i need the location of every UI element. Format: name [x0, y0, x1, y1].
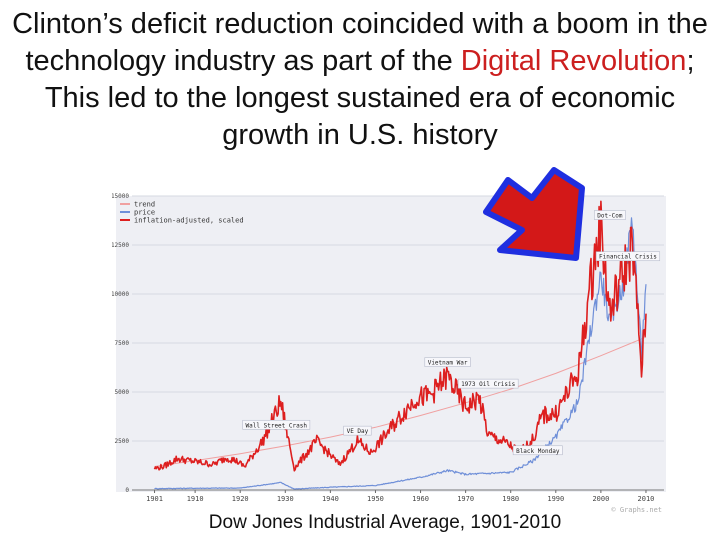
annotation-box — [512, 445, 563, 456]
x-tick-label: 1910 — [187, 495, 204, 503]
dow-jones-chart: 0 2500 5000 7500 10000 12500 15000 1901 1910 1920… — [111, 186, 668, 518]
chart-caption: Dow Jones Industrial Average, 1901-2010 — [208, 512, 562, 533]
annotation-label: Black Monday — [516, 448, 560, 455]
chart-svg: 0 2500 5000 7500 10000 12500 15000 1901 1910 1920… — [111, 186, 668, 518]
x-tick-label: 2010 — [638, 495, 655, 503]
annotation-box — [593, 210, 626, 220]
x-tick-label: 1920 — [232, 495, 249, 503]
annotation-label: 1973 Oil Crisis — [461, 381, 516, 388]
annotation-label: VE Day — [347, 428, 369, 435]
y-tick-label: 5000 — [115, 389, 130, 396]
x-tick-label: 1960 — [412, 495, 429, 503]
price-series-line — [154, 217, 647, 490]
inflation-adjusted-series-line — [153, 200, 647, 472]
annotation-box — [595, 251, 661, 262]
y-tick-label: 15000 — [112, 193, 129, 200]
x-tick-label: 2000 — [592, 495, 609, 503]
x-tick-label: 1980 — [502, 495, 519, 503]
x-tick-label: 1990 — [547, 495, 564, 503]
annotation-box — [424, 357, 471, 367]
y-tick-label: 7500 — [115, 340, 130, 347]
y-tick-label: 0 — [125, 487, 129, 494]
annotation-label: Wall Street Crash — [246, 422, 308, 429]
x-tick-label: 1950 — [367, 495, 384, 503]
legend-label: inflation-adjusted, scaled — [134, 217, 244, 225]
y-tick-label: 12500 — [112, 242, 129, 249]
annotation-box — [343, 425, 372, 436]
trend-series-line — [154, 336, 647, 467]
y-tick-label: 10000 — [112, 291, 129, 298]
x-tick-label: 1940 — [322, 495, 339, 503]
annotation-box — [242, 419, 311, 430]
legend-label: trend — [134, 201, 155, 209]
x-tick-label: 1901 — [146, 495, 163, 503]
x-tick-label: 1970 — [457, 495, 474, 503]
annotation-label: Vietnam War — [428, 360, 468, 367]
title-highlight-digital-revolution: Digital Revolution — [460, 45, 687, 77]
y-tick-label: 2500 — [115, 438, 130, 445]
annotation-box — [457, 378, 519, 389]
chart-watermark: © Graphs.net — [611, 506, 662, 514]
title-text-part2: ; This led to the longest sustained era … — [44, 45, 695, 151]
annotation-label: Financial Crisis — [599, 254, 657, 261]
x-tick-label: 1930 — [277, 495, 294, 503]
legend-label: price — [134, 209, 155, 217]
annotation-label: Dot-Com — [597, 213, 623, 220]
slide-title: Clinton’s deficit reduction coincided wi… — [0, 6, 720, 154]
title-text-part1: Clinton’s deficit reduction coincided wi… — [12, 8, 708, 77]
